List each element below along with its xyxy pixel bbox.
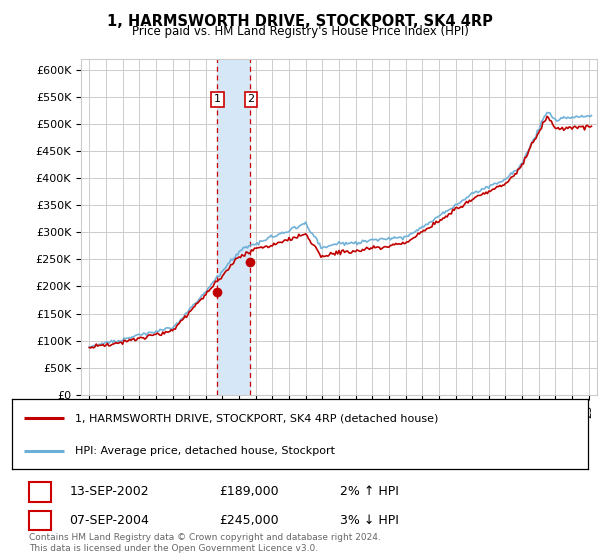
Text: HPI: Average price, detached house, Stockport: HPI: Average price, detached house, Stoc… <box>76 446 335 456</box>
Text: 07-SEP-2004: 07-SEP-2004 <box>70 514 149 527</box>
Text: 1, HARMSWORTH DRIVE, STOCKPORT, SK4 4RP: 1, HARMSWORTH DRIVE, STOCKPORT, SK4 4RP <box>107 14 493 29</box>
Text: 2: 2 <box>248 95 254 105</box>
Text: Price paid vs. HM Land Registry's House Price Index (HPI): Price paid vs. HM Land Registry's House … <box>131 25 469 38</box>
Text: 1: 1 <box>36 486 44 498</box>
FancyBboxPatch shape <box>29 511 51 530</box>
Bar <box>217 59 250 395</box>
Text: 1: 1 <box>214 95 221 105</box>
Text: £245,000: £245,000 <box>220 514 279 527</box>
FancyBboxPatch shape <box>29 482 51 502</box>
Text: 1, HARMSWORTH DRIVE, STOCKPORT, SK4 4RP (detached house): 1, HARMSWORTH DRIVE, STOCKPORT, SK4 4RP … <box>76 413 439 423</box>
Text: Contains HM Land Registry data © Crown copyright and database right 2024.
This d: Contains HM Land Registry data © Crown c… <box>29 534 381 553</box>
Text: £189,000: £189,000 <box>220 486 279 498</box>
Text: 2: 2 <box>36 514 44 527</box>
Text: 13-SEP-2002: 13-SEP-2002 <box>70 486 149 498</box>
Text: 2% ↑ HPI: 2% ↑ HPI <box>340 486 399 498</box>
Text: 3% ↓ HPI: 3% ↓ HPI <box>340 514 399 527</box>
